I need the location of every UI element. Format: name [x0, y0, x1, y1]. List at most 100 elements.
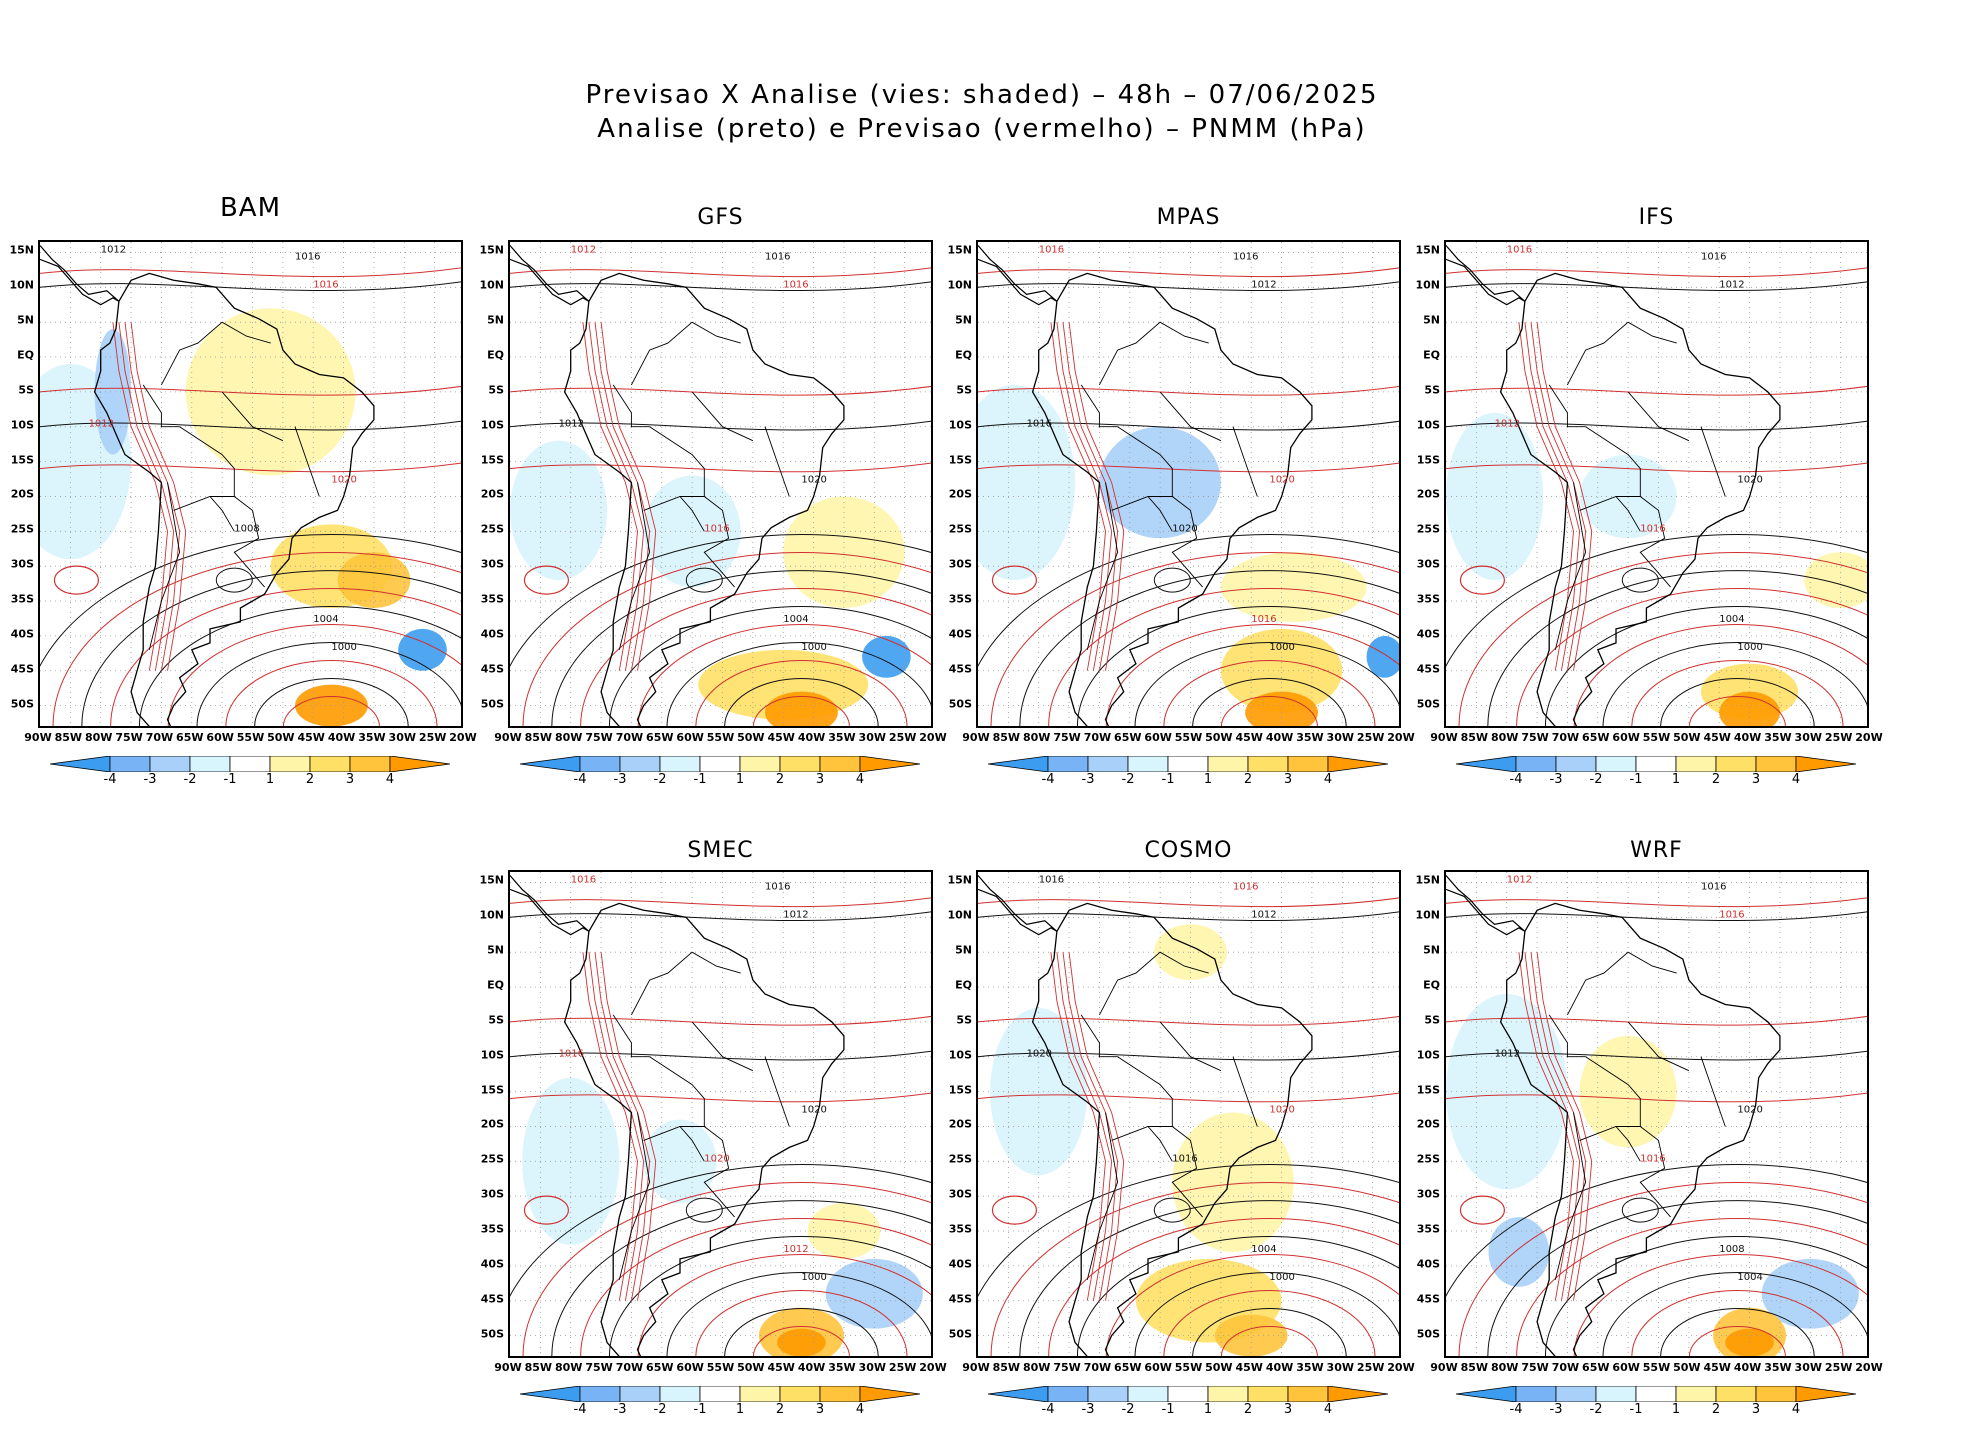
longitude-tick-label: 25W: [418, 731, 447, 744]
latitude-tick-label: 30S: [10, 557, 34, 571]
longitude-tick-label: 30W: [1326, 1361, 1355, 1374]
latitude-tick-label: 25S: [480, 1152, 504, 1166]
isobar-label: 1016: [1251, 614, 1276, 625]
longitude-tick-label: 75W: [1053, 1361, 1081, 1374]
isobar-line: [40, 385, 461, 396]
latitude-tick-label: 45S: [948, 1292, 972, 1306]
longitude-tick-label: 35W: [358, 731, 386, 744]
longitude-tick-label: 55W: [706, 1361, 735, 1374]
country-border: [1159, 391, 1222, 442]
latitude-tick-label: 15S: [1416, 453, 1440, 467]
colorbar-label: -3: [1081, 772, 1095, 787]
country-border: [1232, 426, 1258, 497]
colorbar-segment: [1635, 755, 1677, 773]
isobar-line: [666, 1272, 931, 1356]
longitude-tick-label: 85W: [54, 731, 83, 744]
colorbar-label: 3: [1751, 1402, 1761, 1417]
latitude-tick-label: 5N: [1423, 943, 1440, 957]
latitude-tick-label: 5N: [17, 313, 34, 327]
map-panel-mpas[interactable]: 1016 1016 1012 1016 1020 1020 1016 1000: [976, 240, 1401, 728]
isobar-line: [1446, 1050, 1867, 1061]
longitude-tick-label: 70W: [1551, 731, 1580, 744]
colorbar-segment: [1167, 755, 1209, 773]
map-panel-bam[interactable]: 1012 1016 1016 1012 1020 1008 1004 1000: [38, 240, 463, 728]
longitude-tick-label: 50W: [1673, 731, 1701, 744]
isobar-line: [752, 696, 850, 726]
longitude-tick-label: 80W: [554, 1361, 583, 1374]
longitude-tick-label: 70W: [145, 731, 174, 744]
isobar-line: [510, 420, 931, 431]
isobar-line: [978, 281, 1399, 292]
isobar-line: [53, 565, 100, 595]
latitude-tick-label: 5S: [1424, 1013, 1440, 1027]
country-border: [764, 1056, 790, 1127]
longitude-tick-label: 65W: [1582, 731, 1610, 744]
isobar-line: [1536, 322, 1593, 671]
latitude-axis: 15N 10N 5N EQ 5S 10S 15S 20S 25S 30S 35S 40S 45S 50S: [1404, 240, 1440, 728]
isobar-line: [1446, 897, 1867, 908]
longitude-tick-label: 55W: [236, 731, 265, 744]
country-border: [643, 1056, 705, 1141]
longitude-tick-label: 25W: [1824, 731, 1853, 744]
longitude-tick-label: 70W: [1083, 1361, 1112, 1374]
latitude-tick-label: 10S: [948, 1048, 972, 1062]
colorbar-label: 3: [815, 1402, 825, 1417]
colorbar-label: -3: [1081, 1402, 1095, 1417]
map-panel-wrf[interactable]: 1012 1016 1016 1012 1020 1016 1008 1004: [1444, 870, 1869, 1358]
longitude-tick-label: 50W: [1673, 1361, 1701, 1374]
country-border: [1627, 391, 1690, 442]
latitude-tick-label: 10N: [479, 908, 504, 922]
latitude-tick-label: 25S: [480, 522, 504, 536]
isobar-label: 1016: [313, 279, 338, 290]
longitude-tick-label: 55W: [1174, 1361, 1203, 1374]
colorbar-segment: [1595, 1385, 1637, 1403]
longitude-tick-label: 75W: [585, 731, 613, 744]
longitude-tick-label: 90W: [962, 1361, 990, 1374]
isobar-line: [510, 1092, 931, 1103]
country-border: [1099, 951, 1209, 1016]
longitude-tick-label: 55W: [1642, 731, 1671, 744]
isobar-label: 1016: [295, 251, 320, 262]
longitude-tick-label: 40W: [797, 1361, 826, 1374]
isobar-line: [510, 1050, 931, 1061]
panel-title-smec: SMEC: [687, 838, 754, 863]
colorbar-segment: [1087, 755, 1129, 773]
colorbar-label: -4: [573, 1402, 587, 1417]
coastline: [1499, 902, 1781, 1356]
map-panel-smec[interactable]: 1016 1016 1012 1016 1020 1020 1012 1000: [508, 870, 933, 1358]
map-panel-cosmo[interactable]: 1016 1016 1012 1020 1020 1016 1004 1000: [976, 870, 1401, 1358]
longitude-tick-label: 90W: [962, 731, 990, 744]
country-border: [1548, 1014, 1586, 1058]
longitude-tick-label: 35W: [1296, 731, 1324, 744]
longitude-tick-label: 50W: [737, 1361, 765, 1374]
map-panel-gfs[interactable]: 1012 1016 1016 1012 1020 1016 1004 1000: [508, 240, 933, 728]
colorbar-segment: [1327, 755, 1389, 773]
latitude-tick-label: 10N: [1415, 908, 1440, 922]
figure-title-line-1: Previsao X Analise (vies: shaded) – 48h …: [585, 80, 1379, 110]
panel-title-ifs: IFS: [1638, 205, 1675, 230]
latitude-tick-label: 15N: [1415, 873, 1440, 887]
country-border: [1615, 496, 1641, 532]
isobar-line: [40, 462, 461, 473]
longitude-tick-label: 40W: [1733, 1361, 1762, 1374]
colorbar-label: 1: [1671, 772, 1681, 787]
isobar-line: [167, 624, 461, 726]
colorbar-segment: [779, 755, 821, 773]
isobar-label: 1012: [1495, 419, 1520, 430]
isobar-line: [1163, 1290, 1376, 1356]
latitude-tick-label: 10S: [480, 418, 504, 432]
bias-shading-area: [1214, 1314, 1288, 1356]
map-panel-ifs[interactable]: 1016 1016 1012 1012 1020 1016 1004 1000: [1444, 240, 1869, 728]
latitude-tick-label: 50S: [10, 697, 34, 711]
colorbar-segment: [819, 755, 861, 773]
latitude-tick-label: 15N: [947, 243, 972, 257]
latitude-tick-label: 50S: [480, 697, 504, 711]
isobar-line: [978, 420, 1399, 431]
latitude-tick-label: 15S: [10, 453, 34, 467]
isobar-label: 1016: [1233, 881, 1258, 892]
colorbar-label: -3: [143, 772, 157, 787]
isobar-label: 1016: [1233, 251, 1258, 262]
colorbar-segment: [1047, 755, 1089, 773]
longitude-tick-label: 65W: [646, 1361, 674, 1374]
colorbar-label: 2: [775, 1402, 785, 1417]
